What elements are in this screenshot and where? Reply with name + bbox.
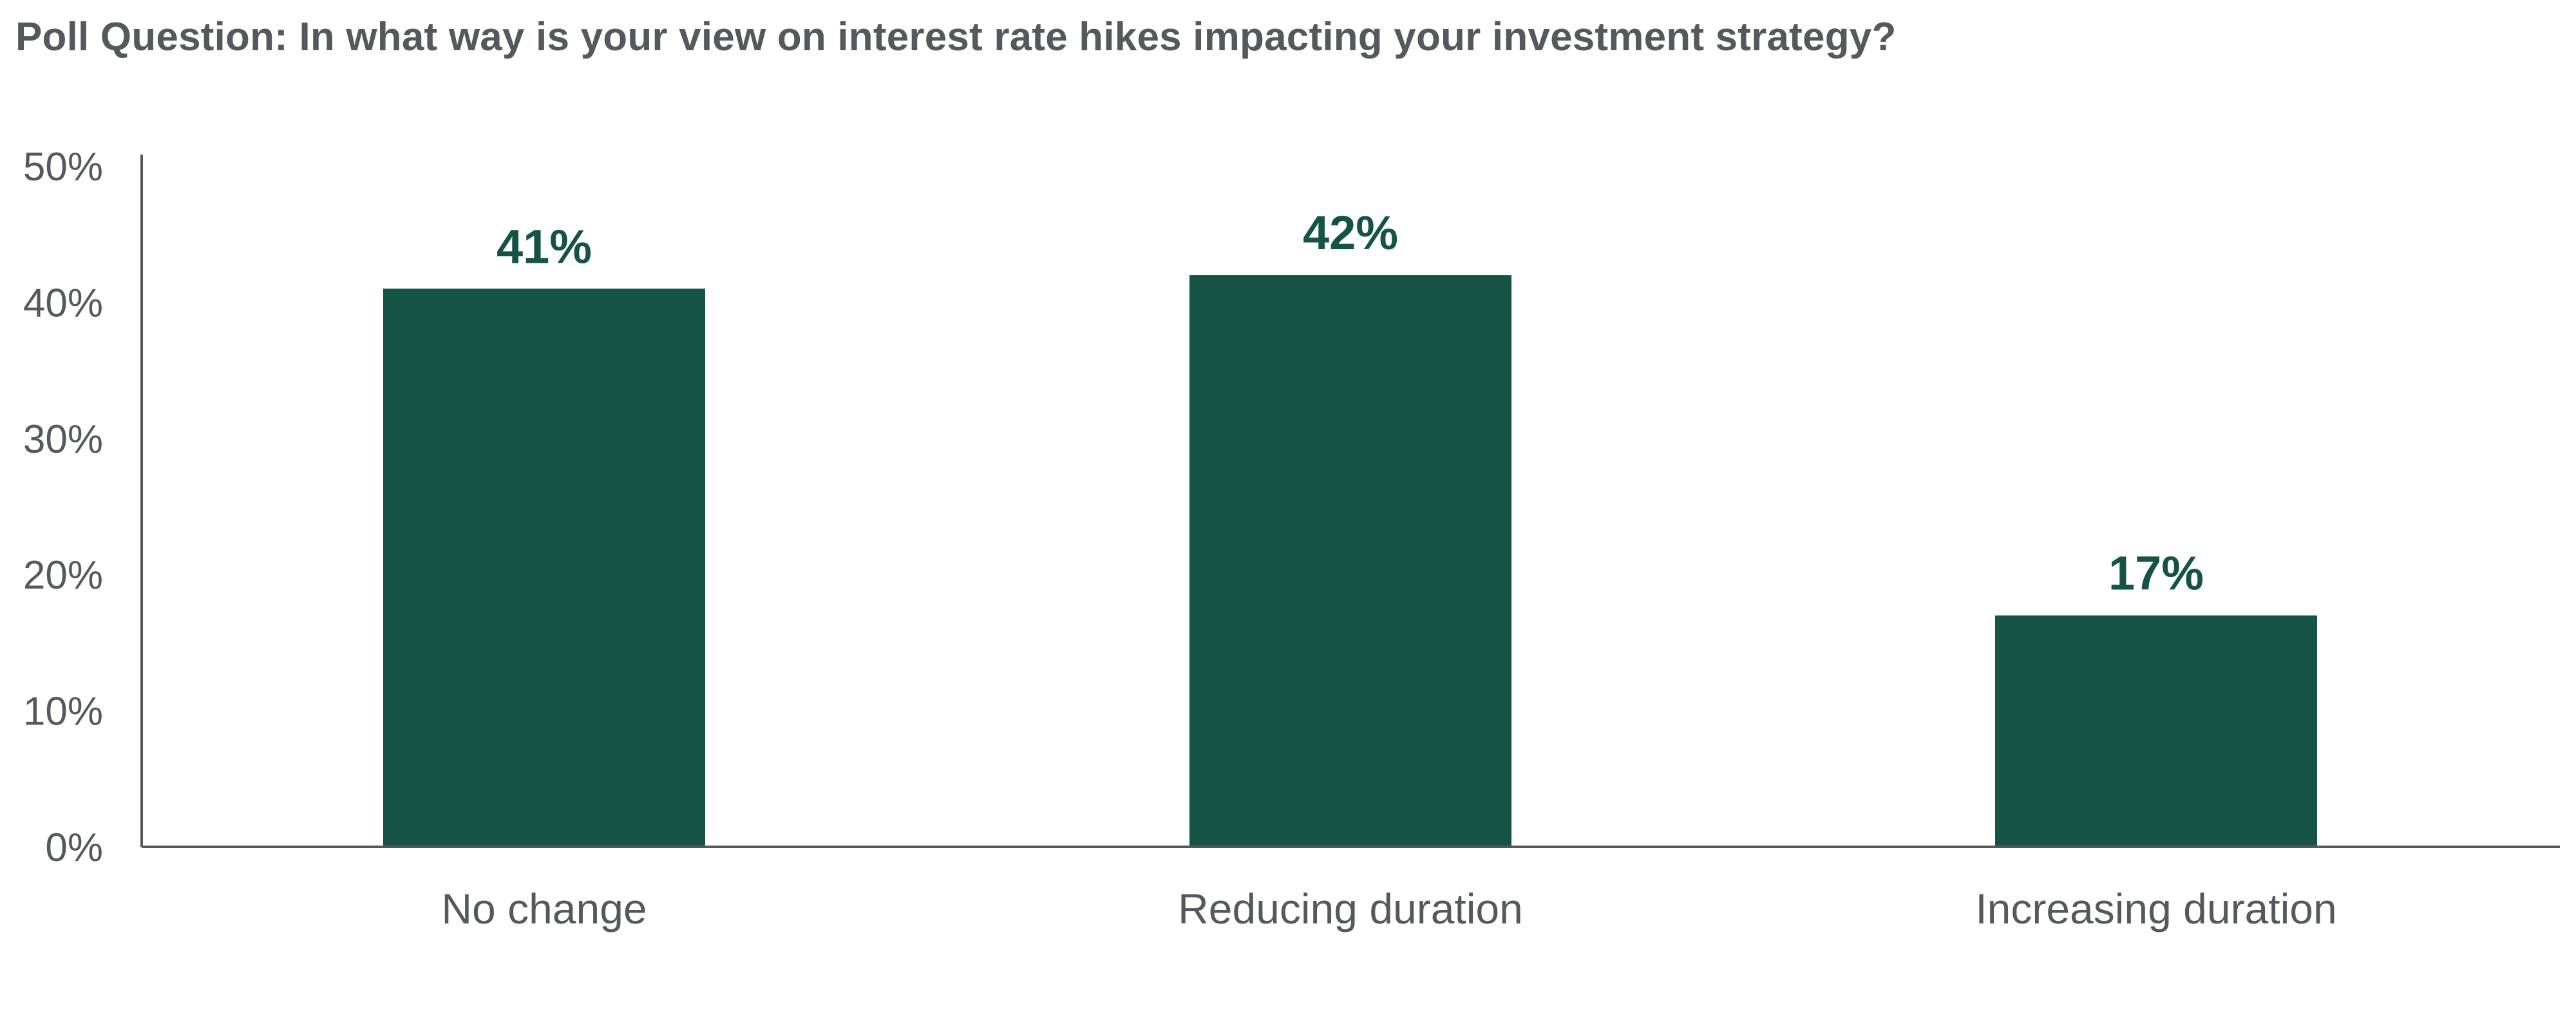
category-label: No change [441,885,647,932]
bar [1995,615,2317,847]
y-tick-label: 50% [23,145,103,189]
data-label: 41% [497,220,592,273]
data-label: 17% [2108,547,2204,600]
category-labels: No change Reducing duration Increasing dur… [441,885,2336,932]
category-label: Reducing duration [1178,885,1523,932]
data-labels: 41% 42% 17% [497,206,2204,600]
bars [383,275,2317,847]
y-axis-ticks: 0% 10% 20% 30% 40% 50% [23,145,103,870]
y-tick-label: 30% [23,417,103,462]
bar [1189,275,1511,847]
bar [383,289,705,847]
y-tick-label: 20% [23,553,103,598]
data-label: 42% [1303,206,1398,260]
y-tick-label: 10% [23,690,103,734]
y-tick-label: 40% [23,281,103,325]
chart-title: Poll Question: In what way is your view … [15,15,1897,59]
y-tick-label: 0% [45,826,103,870]
category-label: Increasing duration [1975,885,2336,932]
